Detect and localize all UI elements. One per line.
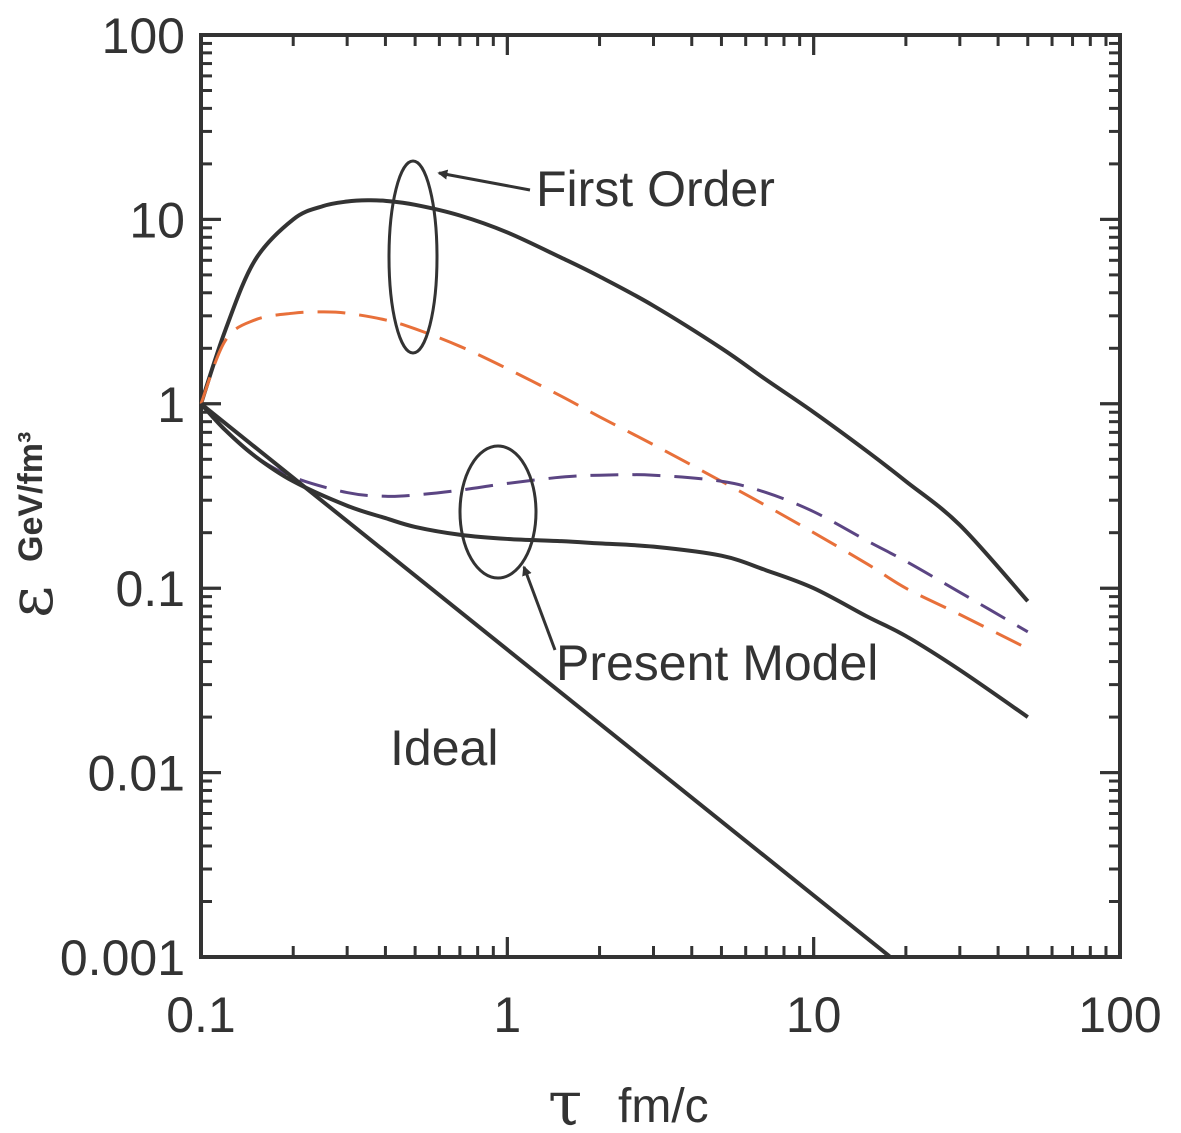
axis-tick-labels: 0.1 1 10 100 0.001 0.01 0.1 1 10 100 bbox=[60, 8, 1162, 1043]
y-tick-label: 1 bbox=[157, 377, 185, 433]
y-tick-label: 0.001 bbox=[60, 930, 185, 986]
series-line-first-order-solid bbox=[199, 198, 1030, 603]
x-tick-label: 0.1 bbox=[166, 987, 236, 1043]
series-line-present-model-solid bbox=[199, 402, 1029, 719]
axis-ticks bbox=[199, 33, 1122, 959]
x-tick-label: 100 bbox=[1078, 987, 1161, 1043]
first-order-callout-arrow bbox=[437, 169, 531, 192]
x-tick-label: 1 bbox=[493, 987, 521, 1043]
x-axis-title: τ fm/c bbox=[548, 1067, 709, 1133]
callouts bbox=[387, 159, 557, 651]
y-axis-unit: GeV/fm³ bbox=[12, 432, 50, 562]
series-group bbox=[199, 198, 1030, 959]
x-axis-symbol: τ bbox=[548, 1067, 582, 1133]
x-tick-label: 10 bbox=[786, 987, 842, 1043]
present-model-callout-arrow bbox=[522, 565, 557, 651]
ideal-label: Ideal bbox=[390, 720, 498, 776]
y-tick-label: 0.1 bbox=[115, 561, 185, 617]
first-order-callout-ellipse bbox=[387, 159, 439, 355]
plot-frame bbox=[199, 33, 1122, 959]
y-axis-symbol: ε bbox=[0, 586, 67, 618]
series-line-ideal-solid bbox=[199, 402, 892, 959]
series-line-present-model-dashed bbox=[199, 402, 1029, 634]
y-tick-label: 0.01 bbox=[88, 746, 185, 802]
series-line-first-order-dashed bbox=[199, 310, 1029, 651]
present-model-label: Present Model bbox=[556, 635, 878, 691]
x-axis-unit: fm/c bbox=[618, 1080, 709, 1133]
y-tick-label: 10 bbox=[129, 192, 185, 248]
first-order-label: First Order bbox=[536, 161, 775, 217]
present-model-callout-ellipse bbox=[458, 444, 538, 580]
y-axis-title: ε GeV/fm³ bbox=[0, 432, 67, 618]
y-tick-label: 100 bbox=[102, 8, 185, 64]
